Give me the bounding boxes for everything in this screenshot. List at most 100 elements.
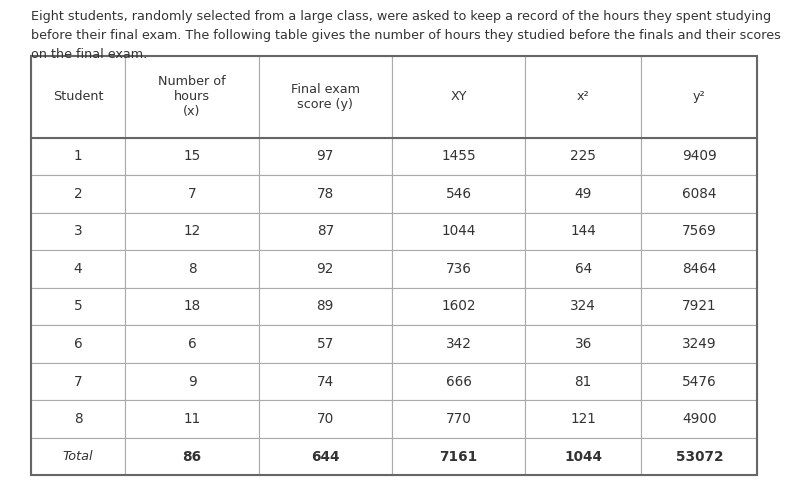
Bar: [525, 175, 642, 213]
Text: 736: 736: [446, 262, 471, 276]
Text: 342: 342: [446, 337, 471, 351]
Bar: [31, 400, 126, 438]
Bar: [258, 250, 392, 288]
Text: 49: 49: [574, 187, 592, 201]
Bar: [642, 363, 757, 400]
Text: 8: 8: [188, 262, 196, 276]
Text: 8: 8: [74, 412, 83, 426]
Bar: [126, 56, 258, 138]
Text: 74: 74: [317, 375, 334, 388]
Text: 78: 78: [317, 187, 334, 201]
Bar: [392, 250, 525, 288]
Bar: [642, 213, 757, 250]
Bar: [642, 400, 757, 438]
Text: 4900: 4900: [682, 412, 717, 426]
Bar: [31, 213, 126, 250]
Text: Number of
hours
(x): Number of hours (x): [158, 75, 226, 118]
Bar: [525, 250, 642, 288]
Text: y²: y²: [693, 90, 706, 104]
Text: 6: 6: [188, 337, 196, 351]
Text: 36: 36: [574, 337, 592, 351]
Text: 7161: 7161: [440, 450, 478, 464]
Bar: [392, 213, 525, 250]
Bar: [31, 56, 126, 138]
Text: 1455: 1455: [441, 149, 476, 163]
Text: 7921: 7921: [682, 299, 717, 313]
Text: 9: 9: [188, 375, 196, 388]
Text: 9409: 9409: [682, 149, 717, 163]
Text: 6084: 6084: [682, 187, 717, 201]
Text: 225: 225: [570, 149, 596, 163]
Text: 1: 1: [74, 149, 83, 163]
Bar: [126, 438, 258, 475]
Text: 644: 644: [311, 450, 339, 464]
Bar: [258, 213, 392, 250]
Bar: [642, 288, 757, 325]
Bar: [126, 175, 258, 213]
Text: 7: 7: [188, 187, 196, 201]
Bar: [642, 325, 757, 363]
Text: 57: 57: [317, 337, 334, 351]
Text: 6: 6: [74, 337, 83, 351]
Bar: [392, 175, 525, 213]
Bar: [31, 288, 126, 325]
Text: 1044: 1044: [565, 450, 602, 464]
Text: 70: 70: [317, 412, 334, 426]
Bar: [525, 56, 642, 138]
Bar: [642, 138, 757, 175]
Bar: [258, 325, 392, 363]
Text: Eight students, randomly selected from a large class, were asked to keep a recor: Eight students, randomly selected from a…: [31, 10, 781, 61]
Text: 11: 11: [183, 412, 201, 426]
Bar: [525, 138, 642, 175]
Text: 2: 2: [74, 187, 83, 201]
Bar: [31, 438, 126, 475]
Text: 5: 5: [74, 299, 83, 313]
Bar: [642, 438, 757, 475]
Text: 3249: 3249: [682, 337, 717, 351]
Bar: [258, 400, 392, 438]
Bar: [392, 363, 525, 400]
Text: 770: 770: [446, 412, 471, 426]
Bar: [525, 400, 642, 438]
Text: 1044: 1044: [441, 225, 475, 239]
Bar: [31, 138, 126, 175]
Text: x²: x²: [577, 90, 590, 104]
Bar: [642, 250, 757, 288]
Text: 7569: 7569: [682, 225, 717, 239]
Bar: [392, 288, 525, 325]
Bar: [31, 363, 126, 400]
Text: Student: Student: [53, 90, 104, 104]
Bar: [258, 438, 392, 475]
Text: 7: 7: [74, 375, 83, 388]
Text: 3: 3: [74, 225, 83, 239]
Text: 546: 546: [446, 187, 471, 201]
Bar: [126, 250, 258, 288]
Text: 5476: 5476: [682, 375, 717, 388]
Bar: [525, 213, 642, 250]
Bar: [126, 400, 258, 438]
Text: 1602: 1602: [441, 299, 475, 313]
Bar: [126, 213, 258, 250]
Bar: [392, 400, 525, 438]
Bar: [392, 325, 525, 363]
Bar: [258, 175, 392, 213]
Text: 87: 87: [317, 225, 334, 239]
Bar: [525, 325, 642, 363]
Bar: [258, 288, 392, 325]
Bar: [31, 56, 757, 475]
Bar: [258, 138, 392, 175]
Bar: [525, 438, 642, 475]
Bar: [126, 138, 258, 175]
Bar: [126, 325, 258, 363]
Bar: [392, 138, 525, 175]
Bar: [392, 56, 525, 138]
Text: 324: 324: [570, 299, 596, 313]
Bar: [31, 325, 126, 363]
Text: 18: 18: [183, 299, 201, 313]
Text: Final exam
score (y): Final exam score (y): [291, 83, 360, 111]
Text: 92: 92: [317, 262, 334, 276]
Text: 8464: 8464: [682, 262, 717, 276]
Text: 666: 666: [446, 375, 471, 388]
Bar: [126, 288, 258, 325]
Text: 121: 121: [570, 412, 596, 426]
